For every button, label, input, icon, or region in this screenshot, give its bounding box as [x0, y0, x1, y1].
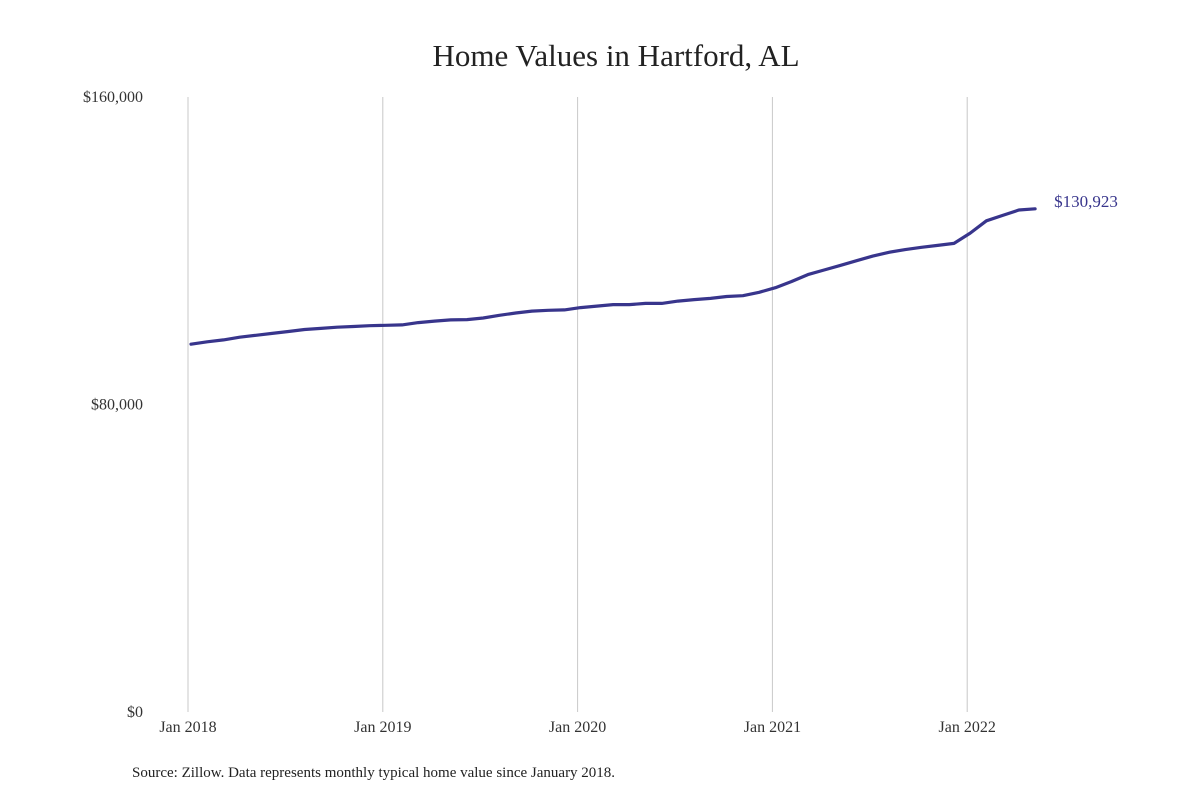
y-tick-label: $160,000	[83, 89, 143, 106]
x-axis: Jan 2018 Jan 2019 Jan 2020 Jan 2021 Jan 2022	[159, 719, 996, 736]
y-tick-label: $80,000	[91, 397, 143, 414]
series-line	[189, 207, 1037, 346]
x-tick-label: Jan 2021	[744, 719, 801, 736]
y-tick-label: $0	[127, 704, 143, 721]
x-tick-label: Jan 2018	[159, 719, 216, 736]
source-note: Source: Zillow. Data represents monthly …	[132, 765, 616, 781]
x-tick-label: Jan 2022	[939, 719, 996, 736]
end-value-label: $130,923	[1054, 192, 1118, 211]
y-axis: $0 $80,000 $160,000	[83, 89, 143, 721]
x-tick-label: Jan 2019	[354, 719, 411, 736]
chart-title: Home Values in Hartford, AL	[432, 38, 800, 73]
x-tick-label: Jan 2020	[549, 719, 606, 736]
gridlines	[187, 97, 968, 712]
